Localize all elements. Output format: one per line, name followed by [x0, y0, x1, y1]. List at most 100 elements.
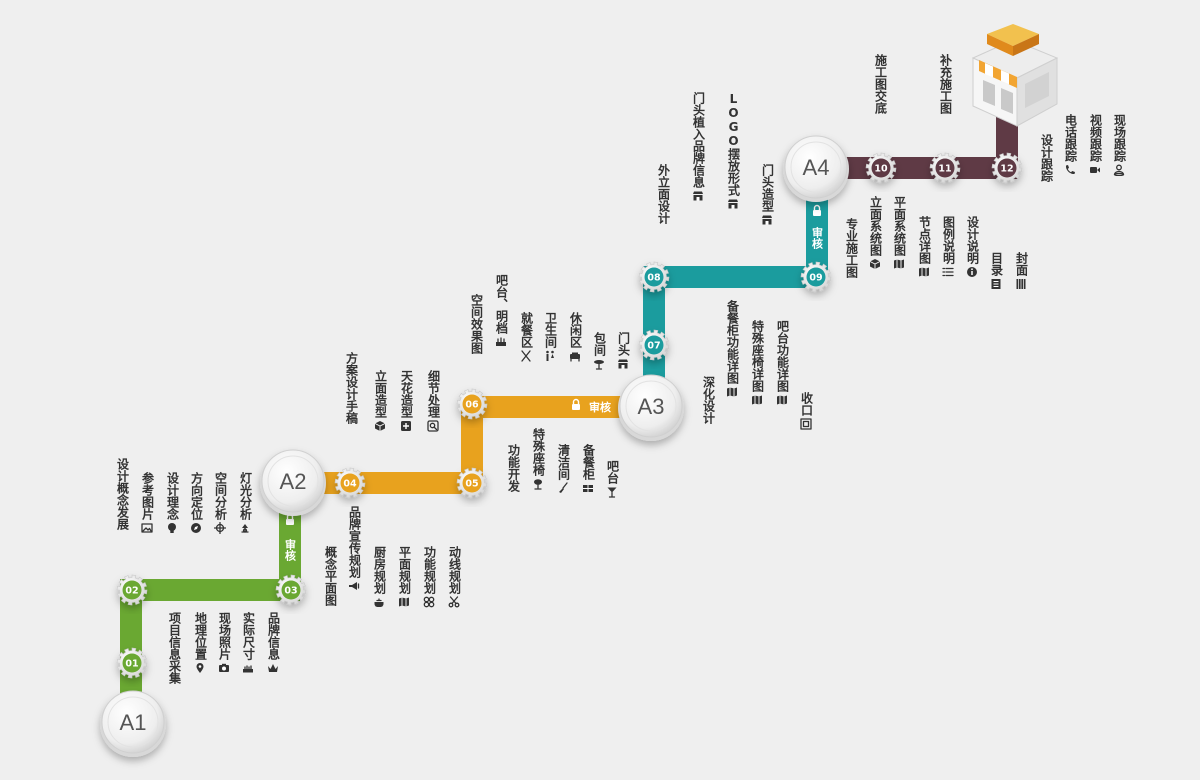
task-label: 平面规划: [396, 546, 412, 608]
book-icon: [1016, 279, 1026, 289]
task-label: 补充施工图: [937, 54, 953, 114]
storefront-icon: [727, 199, 738, 209]
step-node-04: 04: [334, 467, 366, 499]
step-number: 10: [874, 164, 888, 175]
task-text: 特殊座椅: [531, 428, 546, 476]
task-label: 实际尺寸: [240, 612, 256, 674]
task-label: 收口: [798, 392, 814, 430]
table-icon: [593, 360, 604, 370]
task-text: 功能开发: [506, 444, 521, 492]
task-text: 深化设计: [701, 376, 716, 424]
cabinet-icon: [582, 485, 593, 492]
task-label: 现场照片: [216, 612, 232, 674]
task-text: 动线规划: [447, 546, 462, 594]
crosshair-icon: [213, 522, 226, 534]
sofa-icon: [569, 352, 580, 362]
step-number: 01: [125, 659, 138, 670]
review-badge-1: 审核: [284, 513, 297, 562]
task-text: 立面造型: [373, 370, 388, 418]
step-node-12: 12: [991, 152, 1023, 184]
task-text: 实际尺寸: [241, 612, 256, 660]
lock-icon: [286, 519, 294, 525]
task-text: 包间: [592, 332, 607, 356]
task-label: 现场跟踪: [1111, 114, 1127, 176]
task-text: 特殊座椅详图: [750, 320, 765, 392]
task-text: 设计跟踪: [1039, 134, 1054, 182]
task-text: 空间效果图: [469, 294, 484, 354]
task-label: 门头: [615, 332, 631, 370]
task-label: 天花造型: [398, 370, 414, 432]
task-label: 备餐柜: [580, 444, 596, 494]
lock-icon: [813, 210, 821, 216]
map-icon: [751, 395, 762, 405]
task-label: 清洁间: [555, 444, 571, 494]
step-dot: [806, 267, 826, 287]
task-text: 空间分析: [213, 472, 228, 520]
task-label: 设计说明: [964, 216, 980, 278]
step-node-05: 05: [456, 467, 488, 499]
task-label: 厨房规划: [371, 546, 387, 608]
task-label: 卫生间: [542, 312, 558, 362]
location-pin-icon: [196, 663, 204, 673]
task-text: 视频跟踪: [1088, 114, 1103, 162]
task-text: 吧台功能详图: [775, 320, 790, 392]
route-segment: [806, 180, 828, 280]
task-label: 空间分析: [212, 472, 228, 534]
task-text: 品牌信息: [266, 612, 281, 660]
task-label: 立面造型: [372, 370, 388, 432]
task-text: 外立面设计: [656, 164, 671, 224]
lamp-icon: [241, 524, 249, 533]
task-label: 功能规划: [421, 546, 437, 608]
hub-a3: A3: [618, 374, 684, 441]
hub-a2: A2: [260, 449, 326, 516]
task-text: 休闲区: [568, 312, 583, 348]
hub-label: A4: [803, 155, 830, 180]
document-icon: [991, 279, 1001, 289]
step-number: 09: [809, 273, 822, 284]
chair-icon: [533, 479, 542, 490]
step-dot: [644, 267, 664, 287]
review-badge-2: 审核: [572, 398, 611, 414]
task-label: 参考图片: [139, 472, 155, 534]
hub-label: A1: [120, 710, 147, 735]
task-text: 天花造型: [399, 370, 414, 418]
route-segment: [820, 157, 1018, 179]
route-segment: [643, 266, 817, 288]
hub-label: A2: [280, 469, 307, 494]
task-label: 项目信息采集: [166, 612, 182, 684]
task-label: 立面系统图: [867, 196, 883, 270]
task-label: 吧台功能详图: [774, 320, 790, 406]
task-text: 门头造型: [760, 164, 775, 212]
task-label: 视频跟踪: [1087, 114, 1103, 176]
task-label: 门头造型: [759, 164, 775, 226]
task-label: 方案设计手稿: [343, 352, 359, 424]
grid-icon: [423, 596, 435, 608]
route-segment: [345, 472, 472, 494]
task-text: 备餐柜功能详图: [725, 300, 740, 384]
task-text: 现场照片: [217, 612, 232, 660]
step-node-09: 09: [800, 261, 832, 293]
task-label: 节点详图: [916, 216, 932, 278]
task-text: LOGO摆放形式: [726, 92, 741, 196]
task-label: 功能开发: [505, 444, 521, 492]
task-label: 施工图交底: [872, 54, 888, 114]
megaphone-icon: [348, 582, 359, 590]
task-label: 动线规划: [446, 546, 462, 608]
task-label: 封面: [1013, 252, 1029, 290]
route-segment: [461, 396, 636, 418]
info-icon: [966, 267, 977, 277]
storefront-illustration: [971, 24, 1059, 127]
task-label: 外立面设计: [655, 164, 671, 224]
task-label: 地理位置: [192, 612, 208, 674]
broom-icon: [558, 482, 568, 493]
map-icon: [893, 259, 904, 269]
map-icon: [918, 267, 929, 277]
task-label: 空间效果图: [468, 294, 484, 354]
task-label: 特殊座椅: [530, 428, 546, 490]
task-text: 品牌宣传规划: [347, 506, 362, 578]
step-dot: [281, 580, 301, 600]
task-text: 现场跟踪: [1112, 114, 1127, 162]
task-text: 图例说明: [941, 216, 956, 264]
step-node-03: 03: [275, 574, 307, 606]
task-label: 设计跟踪: [1038, 134, 1054, 182]
